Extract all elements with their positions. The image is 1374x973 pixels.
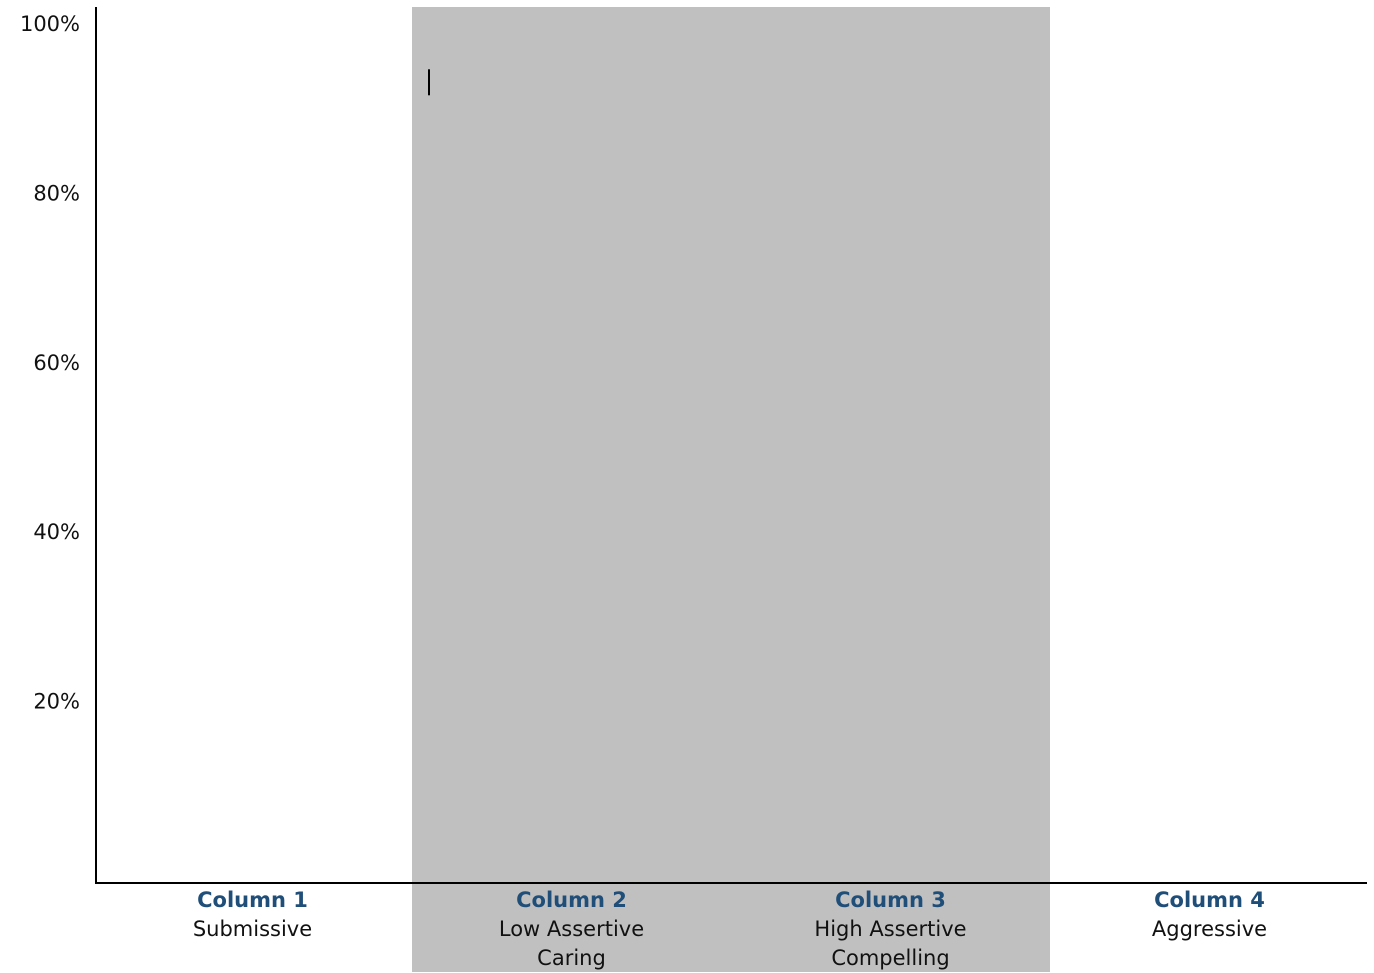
y-tick-label: 80% bbox=[33, 181, 80, 205]
category-name-2: Column 2 bbox=[516, 888, 627, 912]
category-name-3: Column 3 bbox=[835, 888, 946, 912]
category-description-2: Low Assertive bbox=[499, 917, 644, 941]
axes bbox=[95, 7, 1367, 884]
category-description-1: Submissive bbox=[193, 917, 312, 941]
category-name-1: Column 1 bbox=[197, 888, 308, 912]
shaded-bands bbox=[412, 7, 1050, 972]
category-description-3: High Assertive bbox=[814, 917, 966, 941]
category-description-4: Aggressive bbox=[1152, 917, 1267, 941]
y-tick-label: 100% bbox=[20, 12, 80, 36]
category-description-2: Caring bbox=[537, 946, 606, 970]
y-tick-label: 40% bbox=[33, 520, 80, 544]
band-column-3 bbox=[731, 7, 1050, 972]
y-tick-label: 20% bbox=[33, 690, 80, 714]
y-tick-label: 60% bbox=[33, 351, 80, 375]
x-category-labels: Column 1 Submissive Column 2 Low Assertive C… bbox=[193, 888, 1267, 970]
category-name-4: Column 4 bbox=[1154, 888, 1265, 912]
band-column-2 bbox=[412, 7, 731, 972]
category-description-3: Compelling bbox=[831, 946, 949, 970]
y-tick-labels: 20% 40% 60% 80% 100% bbox=[20, 12, 80, 714]
